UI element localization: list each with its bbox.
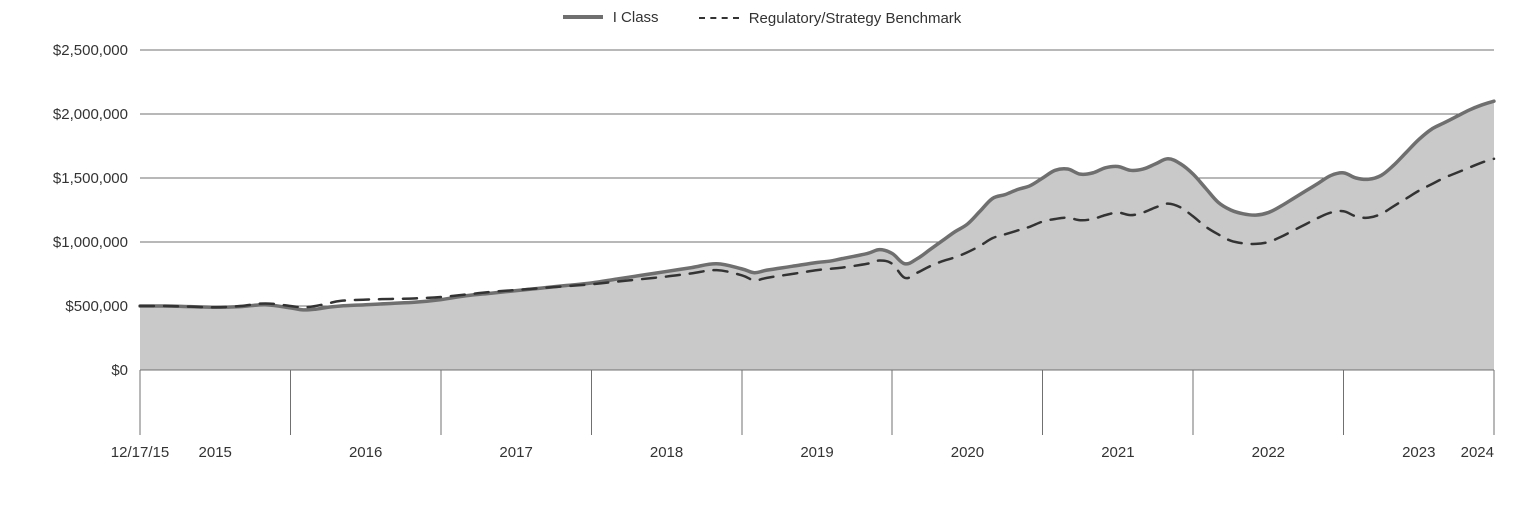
svg-text:$1,500,000: $1,500,000 [53,170,128,187]
legend-swatch-solid [563,15,603,19]
legend-item-benchmark: Regulatory/Strategy Benchmark [699,10,962,27]
legend-label-iclass: I Class [613,9,659,26]
svg-text:2018: 2018 [650,444,683,461]
legend-item-iclass: I Class [563,9,659,26]
legend-swatch-dash [699,17,739,19]
svg-text:$500,000: $500,000 [65,298,128,315]
svg-text:$1,000,000: $1,000,000 [53,234,128,251]
svg-text:2019: 2019 [800,444,833,461]
chart-legend: I Class Regulatory/Strategy Benchmark [0,6,1524,27]
growth-chart: I Class Regulatory/Strategy Benchmark $0… [0,0,1524,516]
svg-text:2017: 2017 [499,444,532,461]
svg-text:2024: 2024 [1461,444,1494,461]
svg-text:12/17/15: 12/17/15 [111,444,169,461]
svg-text:$2,000,000: $2,000,000 [53,106,128,123]
svg-text:$0: $0 [111,362,128,379]
svg-text:2023: 2023 [1402,444,1435,461]
svg-text:2022: 2022 [1252,444,1285,461]
chart-svg: $0 $500,000 $1,000,000 $1,500,000 $2,000,000… [0,0,1524,516]
svg-text:2021: 2021 [1101,444,1134,461]
legend-label-benchmark: Regulatory/Strategy Benchmark [749,10,962,27]
svg-text:2020: 2020 [951,444,984,461]
svg-text:2015: 2015 [199,444,232,461]
svg-text:2016: 2016 [349,444,382,461]
svg-text:$2,500,000: $2,500,000 [53,42,128,59]
